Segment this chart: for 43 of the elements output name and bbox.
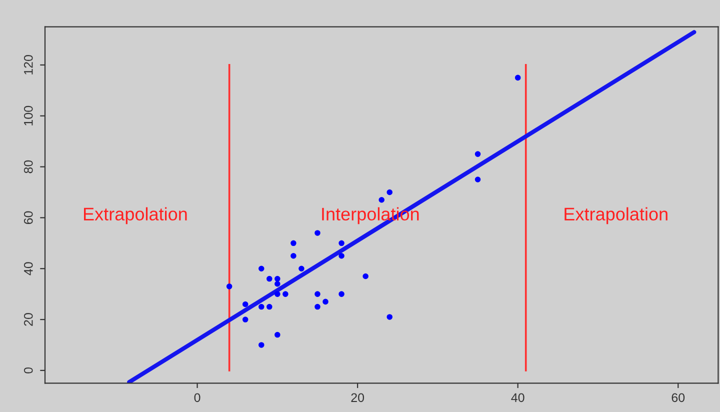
- point: [290, 240, 296, 246]
- point: [338, 252, 344, 259]
- point: [378, 196, 384, 203]
- point: [314, 230, 320, 236]
- point: [258, 266, 264, 272]
- point: [274, 332, 280, 338]
- point: [386, 314, 393, 320]
- point: [298, 266, 304, 272]
- point: [258, 342, 264, 348]
- point: [322, 298, 328, 305]
- y-tick-label: 80: [24, 160, 33, 174]
- point: [242, 316, 248, 322]
- point: [282, 291, 288, 297]
- point: [274, 291, 280, 297]
- point: [266, 276, 272, 282]
- point: [314, 291, 320, 297]
- point: [274, 276, 280, 282]
- point: [386, 189, 393, 196]
- point: [226, 284, 232, 290]
- point: [474, 176, 481, 182]
- point: [258, 304, 264, 310]
- y-tick-label: 0: [24, 367, 33, 374]
- point: [338, 291, 344, 297]
- point: [338, 240, 344, 246]
- point: [242, 301, 248, 308]
- point: [314, 304, 320, 310]
- x-tick-label: 0: [194, 393, 200, 402]
- annotation: Extrapolation: [84, 207, 187, 224]
- x-tick-label: 20: [351, 393, 364, 402]
- y-tick-label: 20: [24, 313, 33, 326]
- point: [514, 74, 521, 81]
- point: [266, 304, 272, 310]
- y-tick-label: 60: [24, 211, 33, 224]
- y-tick-label: 100: [24, 106, 33, 126]
- x-tick-label: 60: [672, 393, 685, 402]
- x-tick-label: 40: [511, 393, 524, 402]
- y-tick-label: 40: [24, 262, 33, 276]
- point: [362, 273, 368, 280]
- point: [274, 280, 280, 287]
- point: [290, 252, 296, 259]
- point: [474, 151, 481, 157]
- annotation: Extrapolation: [564, 207, 668, 224]
- y-tick-label: 120: [24, 55, 33, 74]
